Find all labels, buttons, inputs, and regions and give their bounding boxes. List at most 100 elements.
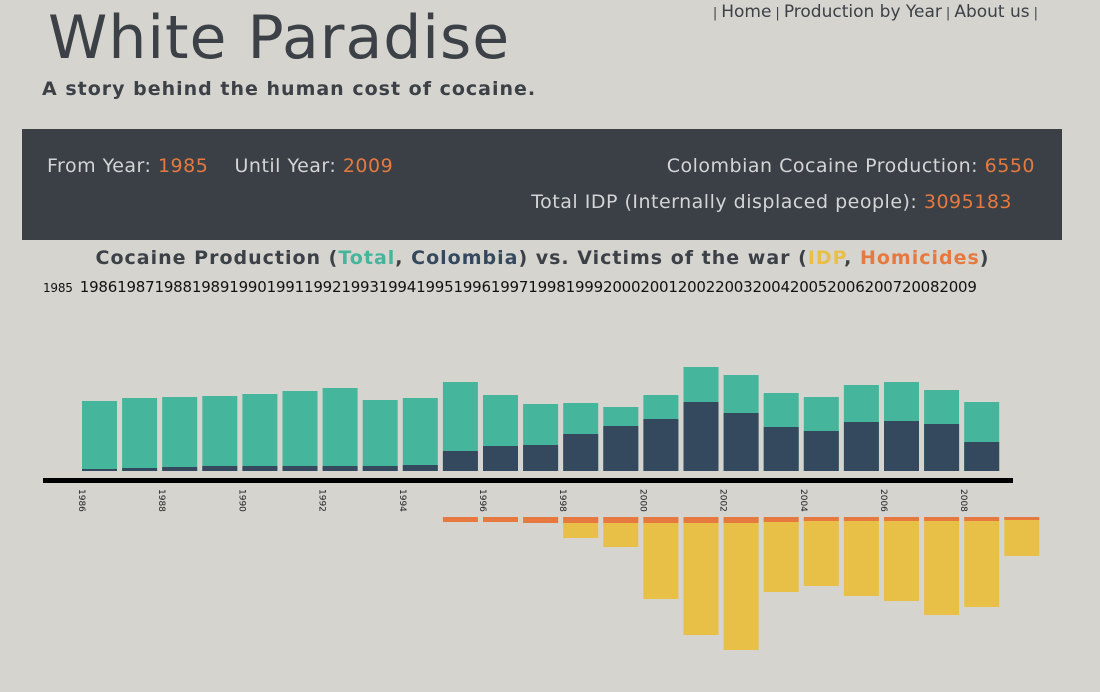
bar-idp-2005 xyxy=(843,517,879,596)
from-year-label: From Year: xyxy=(47,155,152,177)
production-label: Colombian Cocaine Production: xyxy=(666,155,979,177)
nav-production-by-year-link[interactable]: Production by Year xyxy=(783,2,942,22)
year-link-1999[interactable]: 1999 xyxy=(565,278,604,296)
bar-total-1987 xyxy=(122,398,158,471)
legend-total: Total xyxy=(338,247,396,269)
bar-total-1986 xyxy=(82,401,117,471)
bar-idp-2006 xyxy=(884,517,919,601)
bar-colombia-1989 xyxy=(202,466,238,471)
bar-homicides-2000 xyxy=(643,517,679,523)
bar-homicides-2003 xyxy=(763,517,799,522)
summary-panel: From Year: 1985 Until Year: 2009 Colombi… xyxy=(22,129,1062,240)
nav-separator: | xyxy=(1033,6,1038,21)
year-link-2003[interactable]: 2003 xyxy=(715,278,753,296)
year-range: From Year: 1985 Until Year: 2009 xyxy=(47,155,393,177)
bar-homicides-2001 xyxy=(683,517,719,523)
bar-colombia-1994 xyxy=(402,465,438,471)
bar-idp-2003 xyxy=(763,517,799,592)
idp-summary: Total IDP (Internally displaced people):… xyxy=(531,191,1012,213)
bar-total-1990 xyxy=(242,394,278,471)
bar-colombia-2000 xyxy=(643,419,679,471)
bar-homicides-1995 xyxy=(442,517,478,522)
x-tick-label-2004: 2004 xyxy=(798,489,808,512)
until-year-label: Until Year: xyxy=(234,155,337,177)
nav-about-us-link[interactable]: About us xyxy=(954,2,1030,22)
bar-homicides-2002 xyxy=(723,517,759,523)
year-link-1987[interactable]: 1987 xyxy=(117,278,155,296)
year-link-1990[interactable]: 1990 xyxy=(229,278,267,296)
bar-colombia-2006 xyxy=(884,421,919,471)
bar-colombia-2003 xyxy=(763,427,799,471)
bar-total-1989 xyxy=(202,396,238,471)
bar-homicides-2009 xyxy=(1004,517,1040,520)
bar-total-1993 xyxy=(362,400,398,471)
bar-total-1992 xyxy=(322,388,358,471)
idp-value: 3095183 xyxy=(923,191,1012,213)
legend-idp: IDP xyxy=(807,247,845,269)
bar-homicides-2004 xyxy=(803,517,839,521)
year-link-1988[interactable]: 1988 xyxy=(154,278,193,296)
bar-colombia-2002 xyxy=(723,413,759,471)
bar-colombia-1999 xyxy=(603,426,639,471)
bar-total-1988 xyxy=(162,397,198,471)
year-link-1996[interactable]: 1996 xyxy=(453,278,492,296)
production-summary: Colombian Cocaine Production: 6550 xyxy=(667,155,1035,177)
year-link-1993[interactable]: 1993 xyxy=(341,278,379,296)
bar-colombia-1991 xyxy=(282,466,318,471)
chart-title-comma: , xyxy=(844,247,860,269)
year-link-1985[interactable]: 1985 xyxy=(43,281,73,295)
bar-idp-2009 xyxy=(1004,517,1040,556)
bar-total-1991 xyxy=(282,391,318,471)
bar-idp-2002 xyxy=(723,517,759,650)
year-link-2002[interactable]: 2002 xyxy=(677,278,716,296)
tagline: A story behind the human cost of cocaine… xyxy=(42,78,537,100)
bar-colombia-1987 xyxy=(122,468,158,471)
bar-colombia-1998 xyxy=(563,434,599,471)
year-link-1992[interactable]: 1992 xyxy=(304,278,342,296)
year-link-1994[interactable]: 1994 xyxy=(378,278,417,296)
year-link-1997[interactable]: 1997 xyxy=(490,278,529,296)
nav-home-link[interactable]: Home xyxy=(721,2,772,22)
bar-colombia-2005 xyxy=(843,422,879,471)
year-selector: 1985 198619871988198919901991199219931994… xyxy=(43,278,977,296)
x-tick-label-1988: 1988 xyxy=(156,489,166,512)
year-link-2006[interactable]: 2006 xyxy=(827,278,865,296)
site-title: White Paradise xyxy=(48,3,511,73)
x-tick-label-1998: 1998 xyxy=(557,489,567,512)
bar-homicides-1997 xyxy=(523,517,559,523)
from-year-value: 1985 xyxy=(157,155,209,177)
year-link-2000[interactable]: 2000 xyxy=(603,278,641,296)
bar-colombia-1995 xyxy=(442,451,478,471)
year-link-1991[interactable]: 1991 xyxy=(266,278,305,296)
x-tick-label-1992: 1992 xyxy=(317,489,327,512)
year-link-2001[interactable]: 2001 xyxy=(640,278,678,296)
bar-colombia-2004 xyxy=(803,431,839,471)
bar-homicides-2006 xyxy=(884,517,919,521)
year-link-2007[interactable]: 2007 xyxy=(864,278,903,296)
nav-separator: | xyxy=(712,6,718,21)
chart-title-suffix: ) xyxy=(979,247,990,269)
x-tick-label-2006: 2006 xyxy=(878,489,888,512)
year-link-1998[interactable]: 1998 xyxy=(528,278,566,296)
chart-title: Cocaine Production (Total, Colombia) vs.… xyxy=(0,247,1085,269)
year-link-2005[interactable]: 2005 xyxy=(789,278,828,296)
year-link-2008[interactable]: 2008 xyxy=(902,278,940,296)
bar-idp-2000 xyxy=(643,517,679,599)
production-value: 6550 xyxy=(984,155,1035,177)
year-link-2004[interactable]: 2004 xyxy=(752,278,791,296)
x-tick-label-2008: 2008 xyxy=(958,489,968,512)
x-tick-label-2000: 2000 xyxy=(637,489,647,512)
year-link-2009[interactable]: 2009 xyxy=(939,278,977,296)
nav-separator: | xyxy=(775,6,780,21)
x-tick-label-1994: 1994 xyxy=(397,489,407,512)
x-axis-line xyxy=(43,478,1013,483)
bar-total-1994 xyxy=(402,398,438,471)
x-tick-label-1990: 1990 xyxy=(236,489,246,512)
bar-colombia-2001 xyxy=(683,402,719,471)
year-link-1995[interactable]: 1995 xyxy=(416,278,454,296)
bar-homicides-1999 xyxy=(603,517,639,523)
year-link-1986[interactable]: 1986 xyxy=(79,278,118,296)
bar-homicides-1998 xyxy=(563,517,599,523)
year-link-1989[interactable]: 1989 xyxy=(191,278,230,296)
